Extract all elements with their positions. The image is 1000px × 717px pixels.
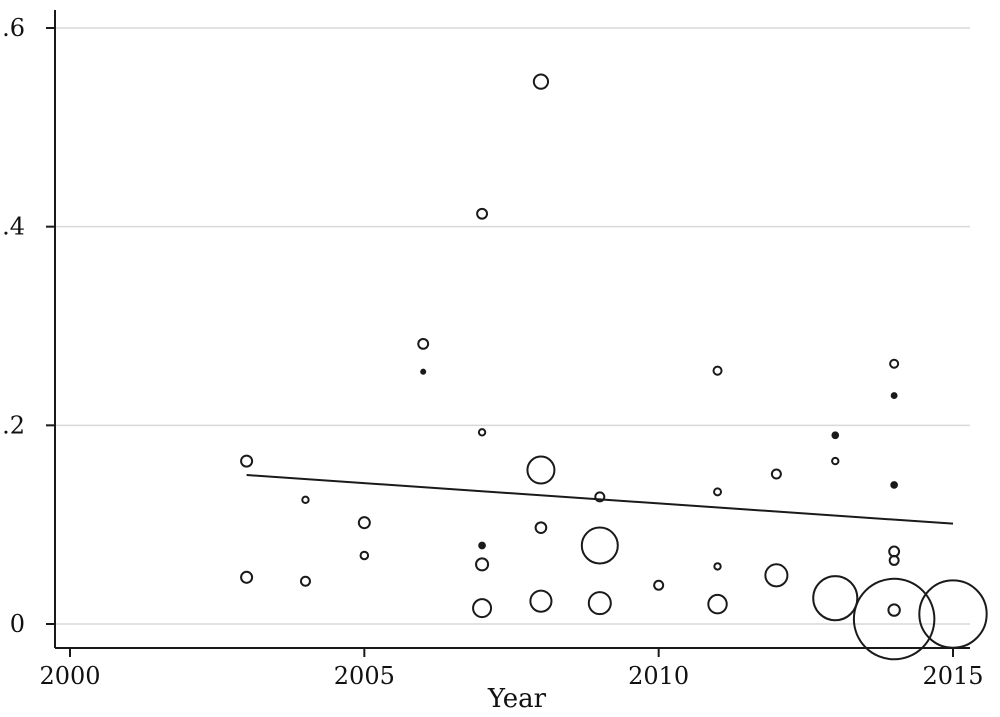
- data-points: [240, 73, 988, 661]
- data-point: [707, 593, 728, 615]
- x-tick-labels: 2000 2005 2010 2015: [39, 662, 983, 690]
- fit-line-group: [246, 474, 954, 525]
- data-point: [478, 541, 486, 550]
- data-point: [529, 589, 553, 613]
- data-point: [240, 570, 254, 584]
- data-point: [887, 603, 901, 617]
- x-tick-label: 2000: [39, 662, 100, 690]
- data-point: [889, 358, 900, 369]
- data-point: [852, 577, 936, 661]
- x-axis-title: Year: [487, 684, 547, 714]
- axes: [46, 10, 970, 657]
- data-point: [594, 491, 606, 503]
- data-point: [831, 431, 840, 440]
- data-point: [587, 591, 612, 616]
- y-tick-label: 0: [10, 610, 25, 638]
- y-tick-label: .2: [2, 411, 25, 439]
- data-point: [477, 428, 487, 437]
- data-point: [476, 207, 488, 220]
- data-point: [532, 73, 550, 90]
- data-point: [526, 455, 556, 485]
- y-tick-labels: 0 .2 .4 .6: [2, 14, 25, 638]
- data-point: [420, 368, 427, 375]
- data-point: [712, 365, 723, 376]
- data-point: [475, 557, 490, 572]
- data-point: [890, 392, 898, 399]
- data-point: [653, 579, 665, 591]
- data-point: [764, 563, 789, 588]
- data-point: [472, 598, 493, 619]
- data-point: [299, 575, 311, 587]
- data-point: [770, 468, 782, 480]
- data-point: [580, 526, 619, 565]
- x-tick-label: 2010: [628, 662, 689, 690]
- data-point: [890, 481, 898, 489]
- data-point: [918, 579, 988, 649]
- data-point: [713, 487, 723, 497]
- data-point: [831, 456, 840, 466]
- fit-line: [246, 474, 954, 525]
- gridlines: [55, 27, 970, 625]
- data-point: [713, 562, 722, 571]
- data-point: [534, 521, 548, 534]
- y-tick-label: .6: [2, 14, 25, 42]
- data-point: [888, 554, 900, 566]
- x-tick-label: 2015: [922, 662, 983, 690]
- data-point: [359, 550, 370, 561]
- y-tick-label: .4: [2, 213, 25, 241]
- x-tick-label: 2005: [334, 662, 395, 690]
- data-point: [301, 495, 310, 505]
- data-point: [357, 516, 371, 530]
- data-point: [417, 337, 430, 350]
- data-point: [240, 454, 254, 468]
- data-point: [812, 575, 859, 622]
